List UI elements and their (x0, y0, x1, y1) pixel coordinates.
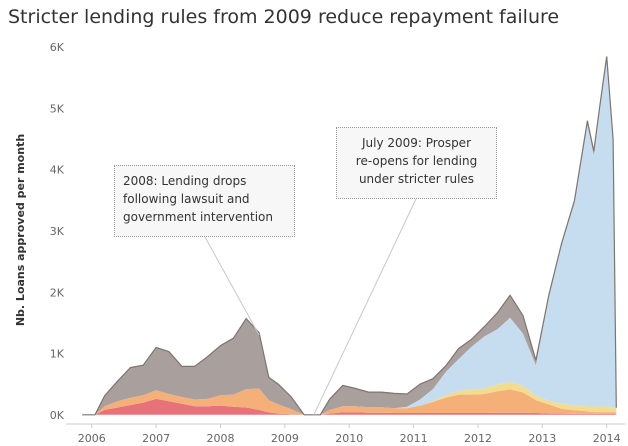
x-tick-label: 2008 (206, 432, 234, 445)
y-tick-label: 3K (50, 225, 65, 238)
y-tick-label: 6K (50, 41, 65, 54)
x-tick-label: 2010 (335, 432, 363, 445)
x-tick-label: 2011 (400, 432, 428, 445)
annotation-line: following lawsuit and (123, 192, 250, 206)
x-tick-label: 2012 (464, 432, 492, 445)
x-tick-label: 2013 (528, 432, 556, 445)
area-series-orange (82, 388, 617, 415)
annotation-line: 2008: Lending drops (123, 174, 247, 188)
y-tick-label: 4K (50, 164, 65, 177)
x-tick-label: 2009 (271, 432, 299, 445)
y-axis-label: Nb. Loans approved per month (14, 134, 27, 326)
y-axis-ticks: 0K 1K 2K 3K 4K 5K 6K (50, 41, 65, 422)
callout-line (313, 198, 417, 416)
x-tick-label: 2006 (78, 432, 106, 445)
total-outline (82, 56, 617, 416)
x-tick-label: 2014 (593, 432, 621, 445)
annotation-reopen: July 2009: Prosper re-opens for lending … (336, 127, 497, 199)
x-tick-label: 2007 (142, 432, 170, 445)
annotation-line: re-opens for lending (355, 154, 478, 168)
area-series-yellow (82, 382, 617, 415)
annotation-line: July 2009: Prosper (361, 136, 471, 150)
stacked-areas (82, 56, 617, 416)
y-tick-label: 2K (50, 286, 65, 299)
y-tick-label: 0K (50, 409, 65, 422)
x-axis-ticks: 2006 2007 2008 2009 2010 2011 2012 2013 2014 (78, 424, 621, 445)
area-series-red (82, 398, 617, 415)
annotation-line: under stricter rules (358, 172, 475, 186)
callout-line (204, 236, 260, 336)
annotation-line: government intervention (123, 210, 274, 224)
y-tick-label: 5K (50, 102, 65, 115)
area-series-blue (82, 60, 617, 415)
callout-lines (204, 198, 417, 416)
chart-title: Stricter lending rules from 2009 reduce … (8, 6, 560, 28)
area-series-gray (82, 56, 617, 415)
annotation-lending-drop: 2008: Lending drops following lawsuit an… (114, 165, 295, 237)
y-tick-label: 1K (50, 348, 65, 361)
